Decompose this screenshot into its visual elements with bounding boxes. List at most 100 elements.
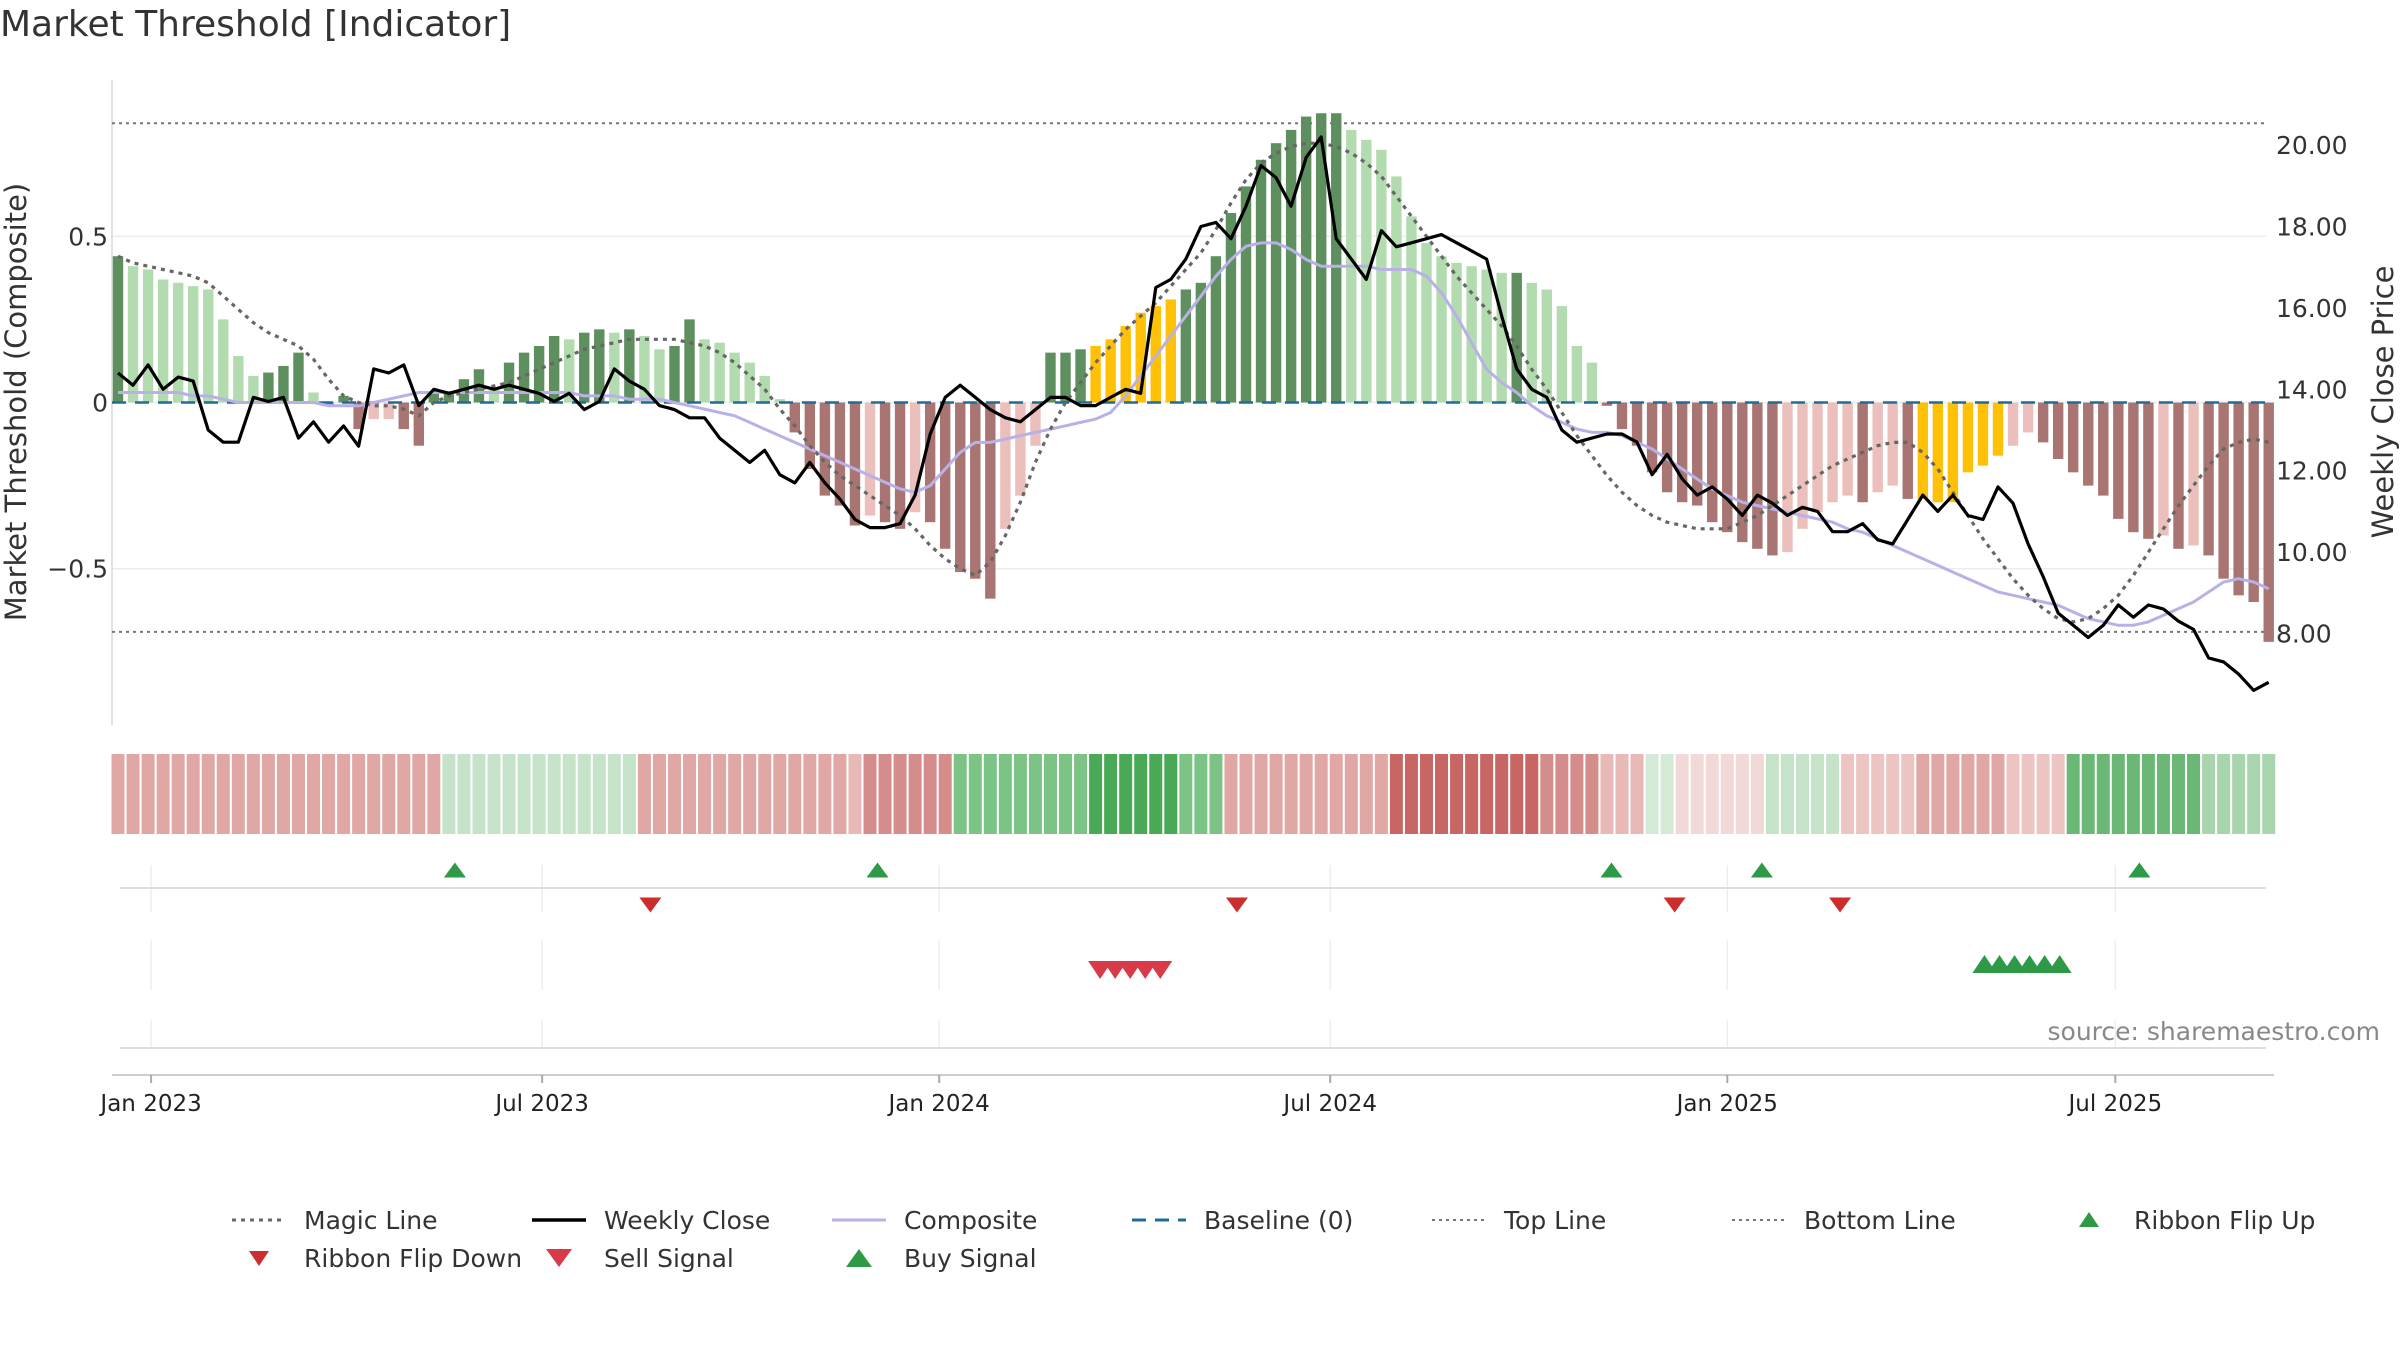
ribbon	[111, 754, 2276, 834]
legend-item: Buy Signal	[830, 1243, 1037, 1273]
ribbon-flip-down-marker	[1829, 897, 1852, 913]
ribbon-cell	[788, 754, 802, 834]
composite-bar	[654, 349, 665, 403]
sell-signal-marker	[1103, 961, 1128, 979]
ribbon-cell	[1164, 754, 1178, 834]
legend-swatch	[1732, 1219, 1786, 1221]
ribbon-cell	[1209, 754, 1223, 834]
composite-bar	[1541, 289, 1552, 403]
y2-tick-label: 18.00	[2276, 212, 2348, 241]
ribbon-cell	[1585, 754, 1599, 834]
composite-bar	[2037, 402, 2049, 443]
ribbon-cell	[427, 754, 441, 834]
ribbon-cell	[1991, 754, 2005, 834]
composite-bar	[2128, 402, 2139, 533]
sell-signal-marker	[1118, 961, 1143, 979]
x-tick-label: Jan 2025	[1675, 1091, 1778, 1117]
ribbon-cell	[111, 754, 125, 834]
composite-bar	[2098, 402, 2109, 496]
legend-label: Bottom Line	[1804, 1205, 1956, 1235]
composite-bar	[1646, 402, 1658, 473]
ribbon-cell	[291, 754, 305, 834]
composite-bar	[1601, 402, 1613, 406]
ribbon-cell	[367, 754, 381, 834]
ribbon-cell	[1314, 754, 1328, 834]
ribbon-flip-up-marker	[2128, 862, 2151, 878]
ribbon-cell	[1690, 754, 1704, 834]
ribbon-cell	[1961, 754, 1975, 834]
composite-bar	[1842, 402, 1853, 496]
legend-item: Baseline (0)	[1130, 1205, 1353, 1235]
ribbon-cell	[2066, 754, 2080, 834]
composite-bar	[2083, 402, 2094, 486]
composite-bar	[729, 352, 740, 403]
ribbon-cell	[1510, 754, 1524, 834]
composite-bar	[1707, 402, 1718, 523]
composite-bar	[1240, 186, 1252, 403]
ribbon-cell	[2081, 754, 2095, 834]
composite-bar	[1135, 312, 1146, 403]
ribbon-cell	[953, 754, 967, 834]
composite-bar	[639, 336, 650, 403]
ribbon-cell	[2006, 754, 2020, 834]
composite-bar	[428, 392, 440, 403]
composite-bar	[1391, 176, 1402, 403]
composite-bar	[1045, 352, 1056, 403]
composite-bar	[864, 402, 876, 516]
x-tick-label: Jan 2023	[98, 1091, 201, 1117]
buy-signal-marker	[2017, 955, 2042, 973]
ribbon-cell	[1645, 754, 1659, 834]
ribbon-cell	[1886, 754, 1900, 834]
legend-label: Composite	[904, 1205, 1038, 1235]
composite-bar	[2052, 402, 2064, 460]
composite-bar	[278, 365, 289, 403]
ribbon-cell	[607, 754, 621, 834]
ribbon-cell	[818, 754, 832, 834]
composite-bar	[1451, 262, 1462, 403]
y2-tick-label: 14.00	[2276, 375, 2348, 404]
ribbon-cell	[833, 754, 847, 834]
legend-item: Magic Line	[230, 1205, 438, 1235]
ribbon-cell	[502, 754, 516, 834]
ribbon-cell	[2051, 754, 2065, 834]
composite-bar	[383, 402, 394, 420]
composite-bar	[699, 339, 710, 403]
composite-bar	[398, 402, 409, 430]
ribbon-cell	[352, 754, 366, 834]
composite-bar	[172, 282, 184, 403]
legend-label: Ribbon Flip Up	[2134, 1205, 2316, 1235]
ribbon-cell	[1811, 754, 1825, 834]
ribbon-cell	[1404, 754, 1418, 834]
composite-bar	[1977, 402, 1989, 466]
composite-bar	[970, 402, 981, 579]
x-tick-label: Jul 2025	[2067, 1091, 2163, 1117]
composite-bar	[940, 402, 951, 549]
composite-bar	[1722, 402, 1733, 533]
ribbon-cell	[126, 754, 140, 834]
ribbon-cell	[893, 754, 907, 834]
ribbon-cell	[517, 754, 531, 834]
composite-bar	[188, 286, 199, 403]
buy-signal-marker	[2002, 955, 2027, 973]
composite-bar	[1676, 402, 1688, 503]
composite-bar	[1225, 212, 1237, 403]
composite-bar	[1661, 402, 1673, 493]
ribbon-cell	[442, 754, 456, 834]
ribbon-cell	[1374, 754, 1388, 834]
ribbon-cell	[246, 754, 260, 834]
ribbon-cell	[1104, 754, 1118, 834]
composite-bar	[1285, 129, 1297, 403]
ribbon-cell	[1976, 754, 1990, 834]
composite-bar	[1180, 289, 1192, 403]
composite-bar	[2203, 402, 2214, 556]
ribbon-cell	[1013, 754, 1027, 834]
composite-bar	[248, 375, 259, 403]
legend-label: Magic Line	[304, 1205, 438, 1235]
ribbon-cell	[743, 754, 757, 834]
ribbon-cell	[1419, 754, 1433, 834]
composite-bar	[834, 402, 846, 506]
legend-swatch	[249, 1251, 269, 1266]
ribbon-cell	[1329, 754, 1343, 834]
ribbon-cell	[1239, 754, 1253, 834]
legend-label: Ribbon Flip Down	[304, 1243, 523, 1273]
